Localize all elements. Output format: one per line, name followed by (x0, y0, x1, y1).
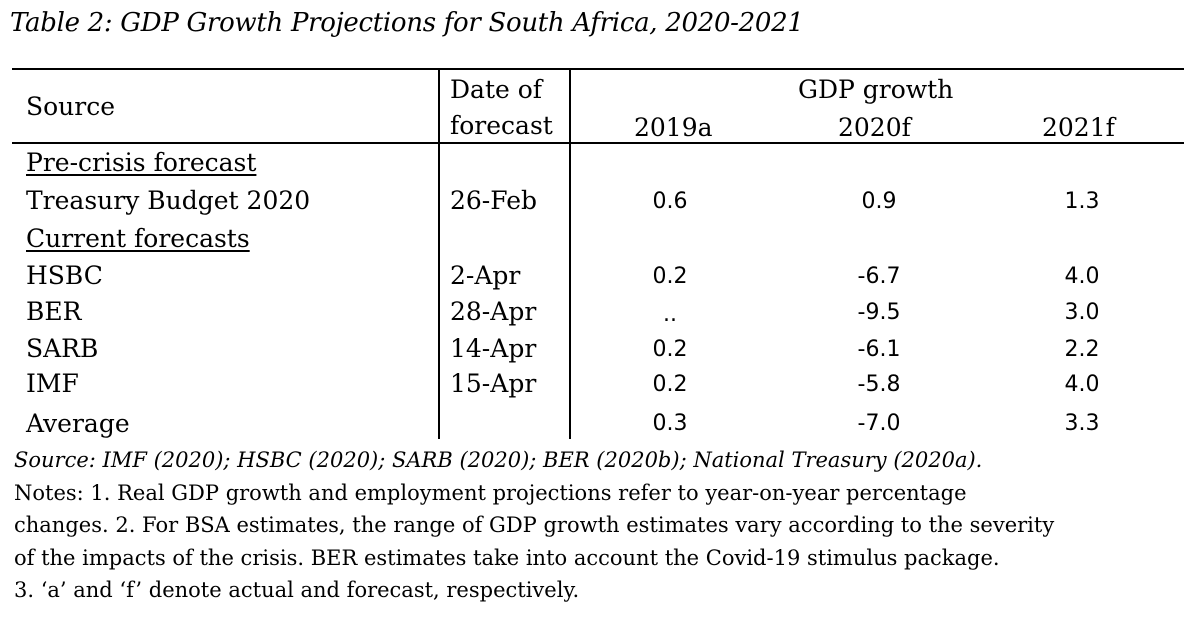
header-source: Source (26, 92, 116, 121)
row-source: BER (26, 297, 82, 326)
row-source: HSBC (26, 261, 103, 290)
average-label: Average (26, 409, 130, 438)
header-date-line1: Date of (450, 75, 543, 104)
row-2021: 4.0 (1064, 264, 1100, 289)
row-source: IMF (26, 369, 79, 398)
header-2020: 2020f (838, 113, 911, 142)
header-gdp-growth: GDP growth (798, 75, 954, 104)
notes-line: of the impacts of the crisis. BER estima… (14, 546, 1000, 570)
divider-source-date (438, 69, 440, 439)
table-title: Table 2: GDP Growth Projections for Sout… (10, 8, 804, 38)
row-2020: -9.5 (857, 300, 901, 325)
row-2020: -6.7 (857, 264, 901, 289)
header-2021: 2021f (1042, 113, 1115, 142)
section-pre-crisis: Pre-crisis forecast (26, 148, 257, 177)
row-source: SARB (26, 334, 99, 363)
row-2019: 0.2 (652, 372, 688, 397)
row-2019: 0.2 (652, 264, 688, 289)
average-2021: 3.3 (1064, 411, 1100, 436)
top-rule (12, 68, 1184, 70)
row-2021: 2.2 (1064, 337, 1100, 362)
row-2019: 0.2 (652, 337, 688, 362)
row-date: 2-Apr (450, 261, 521, 290)
row-2019: 0.6 (652, 189, 688, 214)
section-current: Current forecasts (26, 224, 250, 253)
average-2020: -7.0 (857, 411, 901, 436)
row-2021: 4.0 (1064, 372, 1100, 397)
row-2021: 3.0 (1064, 300, 1100, 325)
row-date: 14-Apr (450, 334, 537, 363)
row-2021: 1.3 (1064, 189, 1100, 214)
row-date: 28-Apr (450, 297, 537, 326)
row-2020: -5.8 (857, 372, 901, 397)
row-date: 26-Feb (450, 186, 538, 215)
header-2019: 2019a (634, 113, 713, 142)
row-2019: .. (663, 302, 677, 327)
row-source: Treasury Budget 2020 (26, 186, 311, 215)
row-2020: 0.9 (861, 189, 897, 214)
notes-line: Notes: 1. Real GDP growth and employment… (14, 481, 967, 505)
header-date-line2: forecast (450, 111, 553, 140)
row-date: 15-Apr (450, 369, 537, 398)
header-rule (12, 142, 1184, 144)
row-2020: -6.1 (857, 337, 901, 362)
average-2019: 0.3 (652, 411, 688, 436)
notes-line: changes. 2. For BSA estimates, the range… (14, 513, 1055, 537)
divider-date-values (569, 69, 571, 439)
source-line: Source: IMF (2020); HSBC (2020); SARB (2… (14, 448, 983, 472)
notes-line: 3. ‘a’ and ‘f’ denote actual and forecas… (14, 578, 580, 602)
